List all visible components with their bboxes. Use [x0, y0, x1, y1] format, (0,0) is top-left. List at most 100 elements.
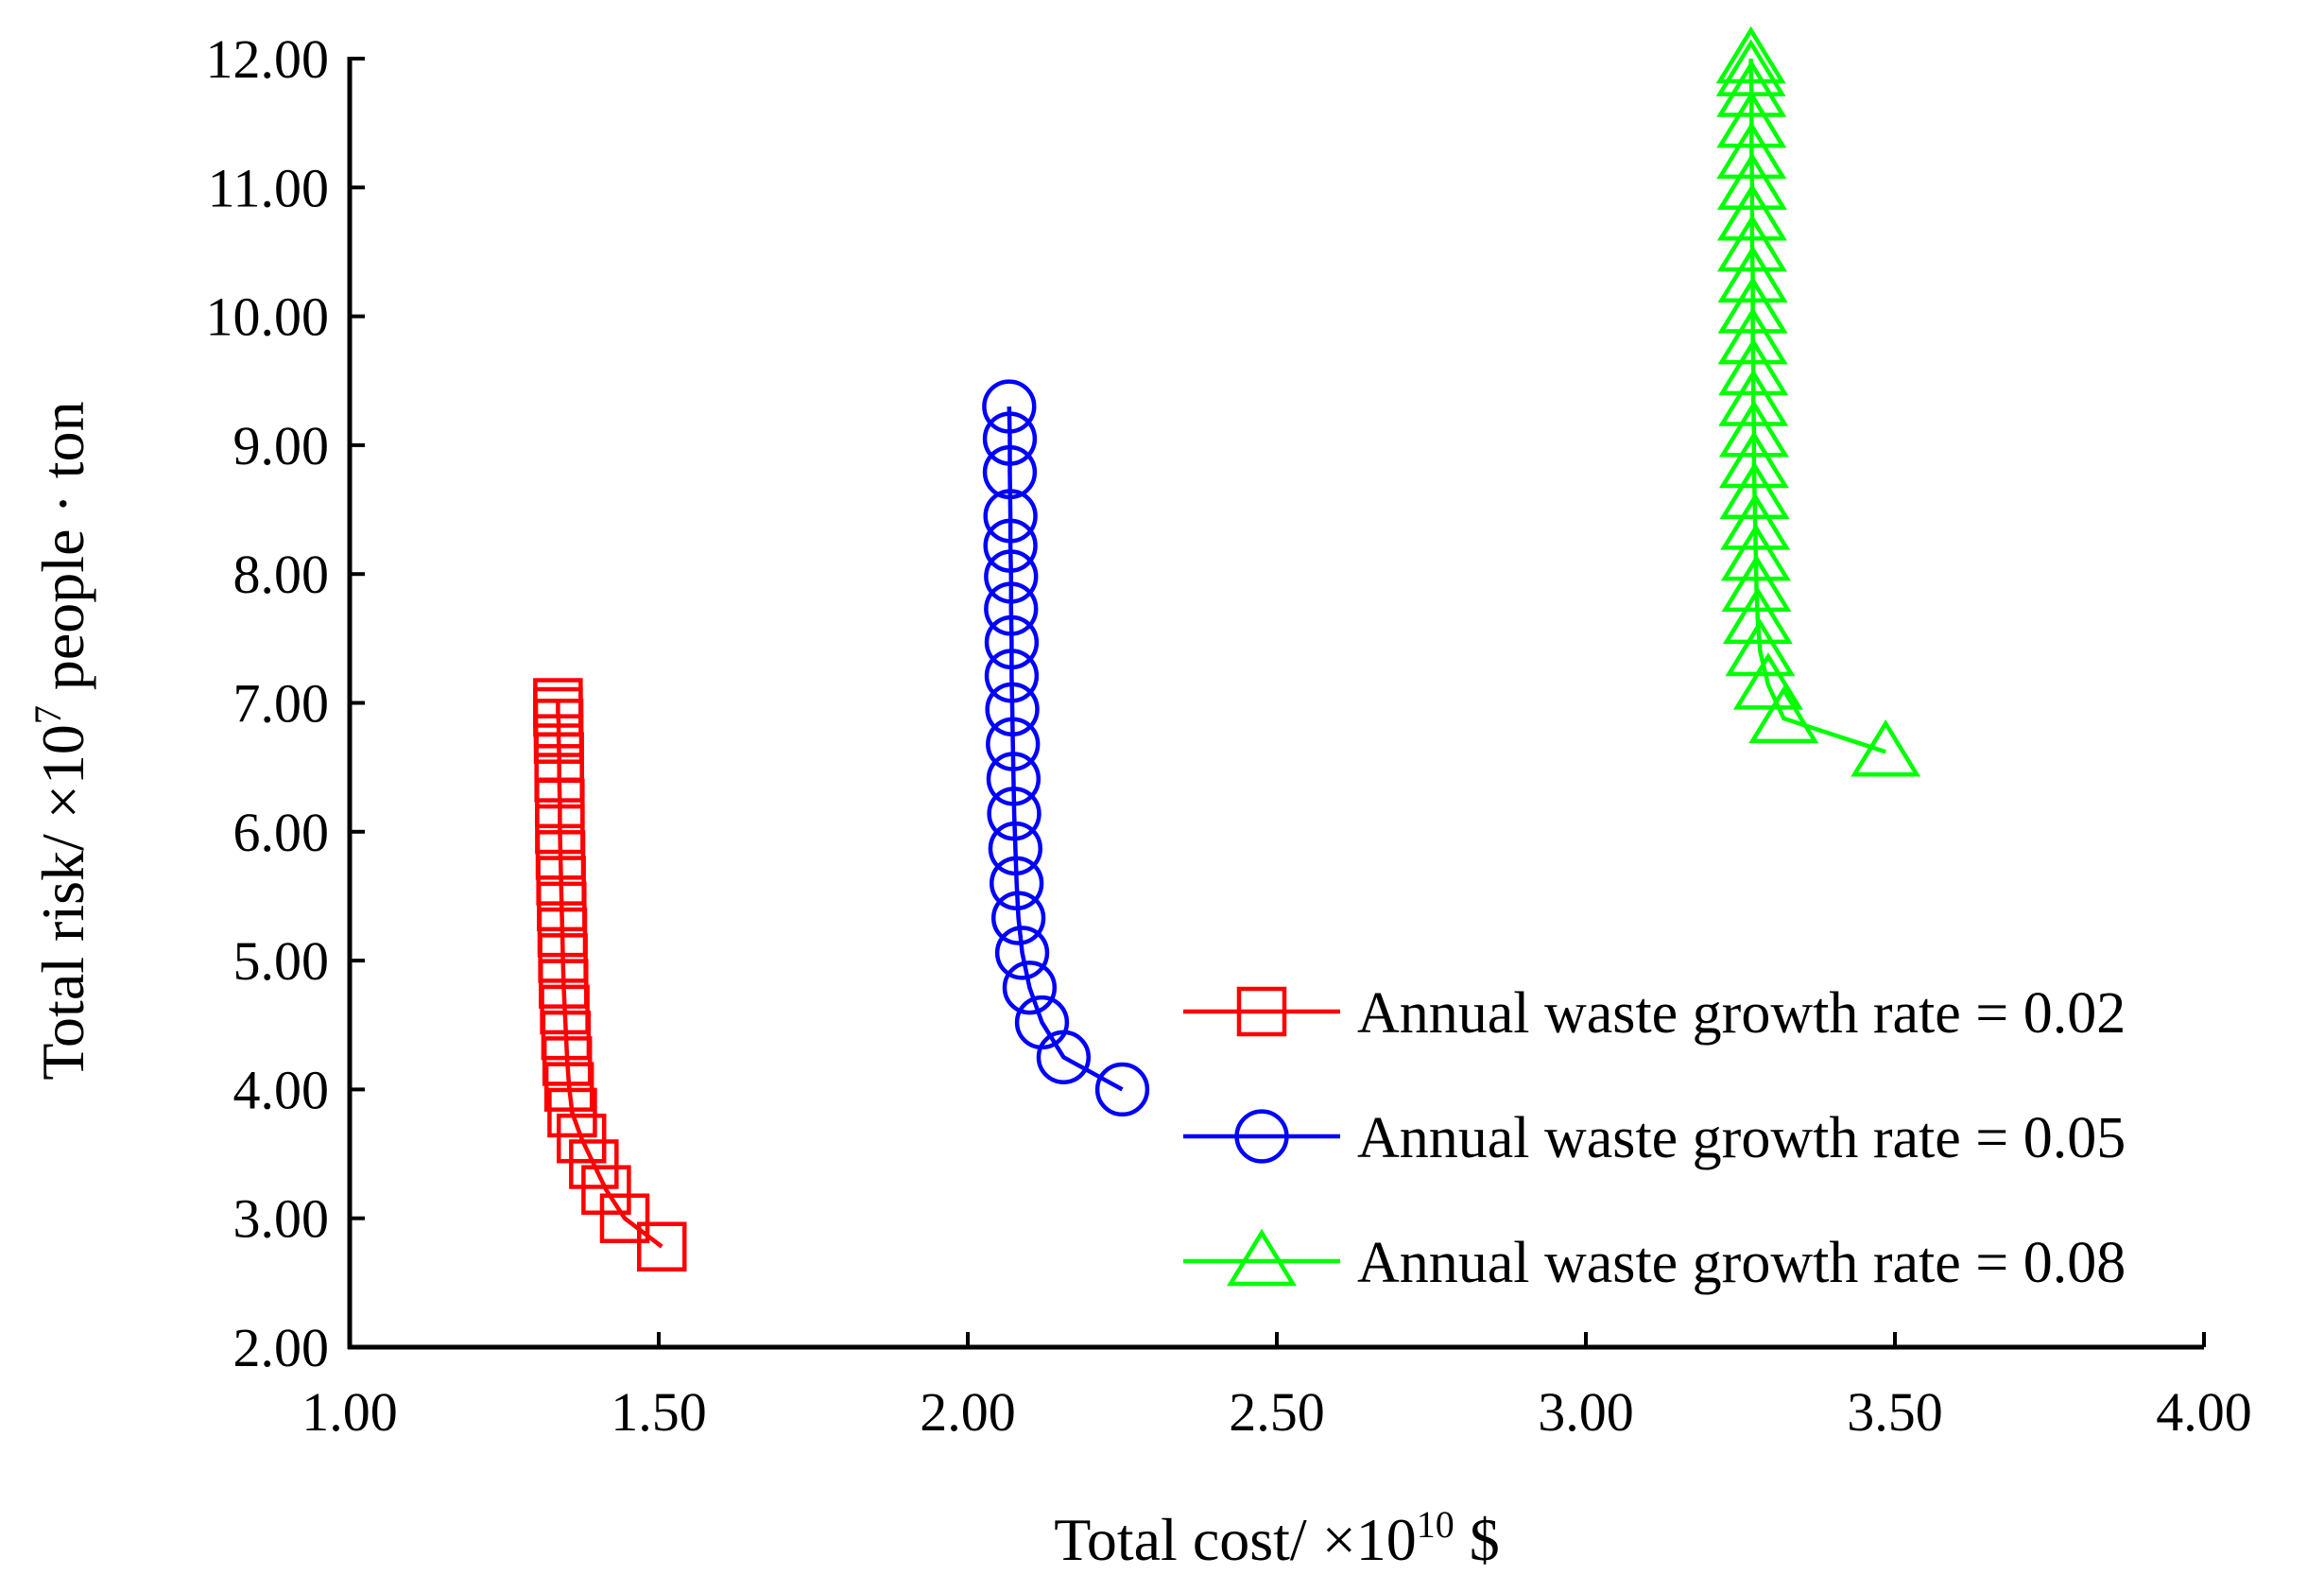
- legend-label: Annual waste growth rate = 0.08: [1357, 1231, 2126, 1295]
- data-point: [982, 411, 1038, 466]
- data-point: [539, 959, 589, 1009]
- legend-item: Annual waste growth rate = 0.02: [1183, 981, 2126, 1046]
- data-point: [547, 1087, 597, 1138]
- data-point: [982, 379, 1037, 434]
- data-point: [1717, 306, 1788, 365]
- data-point: [983, 489, 1038, 544]
- data-point: [535, 804, 585, 855]
- x-tick-label: 4.00: [2156, 1381, 2252, 1443]
- data-point: [1748, 685, 1819, 744]
- data-point: [1716, 60, 1787, 117]
- data-point: [1094, 1062, 1150, 1117]
- y-tick-label: 7.00: [233, 673, 330, 735]
- data-point: [1716, 182, 1787, 241]
- x-axis-title-prefix: Total cost/ ×10: [1054, 1506, 1417, 1573]
- data-point: [1717, 276, 1788, 334]
- y-tick-label: 9.00: [233, 415, 330, 476]
- data-point: [1717, 245, 1788, 303]
- data-point: [1720, 523, 1791, 581]
- x-tick-label: 1.50: [611, 1381, 707, 1443]
- y-tick-label: 4.00: [233, 1059, 330, 1120]
- data-point: [1718, 338, 1789, 396]
- data-point: [557, 1113, 607, 1164]
- data-point: [1716, 121, 1787, 180]
- data-point: [541, 1010, 592, 1061]
- y-tick-label: 11.00: [208, 157, 329, 218]
- data-point: [986, 752, 1041, 806]
- data-point: [1715, 39, 1786, 96]
- legend-marker: [1236, 986, 1287, 1037]
- legend-marker: [1234, 1109, 1289, 1164]
- legend-item: Annual waste growth rate = 0.05: [1183, 1106, 2126, 1170]
- data-point: [1716, 152, 1787, 210]
- data-point: [569, 1139, 619, 1189]
- x-ticks: 1.00 1.50 2.00 2.50 3.00 3.50 4.00: [301, 1332, 2252, 1443]
- data-point: [987, 787, 1041, 841]
- data-point: [1716, 214, 1787, 272]
- data-point: [984, 614, 1040, 670]
- data-point: [1718, 369, 1789, 426]
- data-point: [599, 1193, 650, 1243]
- series-layer: [533, 26, 1921, 1272]
- legend-item: Annual waste growth rate = 0.08: [1183, 1228, 2126, 1295]
- legend-label: Annual waste growth rate = 0.05: [1357, 1106, 2126, 1170]
- data-point: [988, 821, 1043, 876]
- data-point: [1720, 493, 1791, 550]
- data-point: [581, 1165, 631, 1215]
- y-axis-title-suffix: people · ton: [29, 401, 96, 705]
- legend-label: Annual waste growth rate = 0.02: [1357, 981, 2126, 1046]
- data-point: [538, 933, 588, 983]
- data-point: [537, 881, 587, 932]
- data-point: [986, 717, 1041, 771]
- y-tick-label: 5.00: [233, 930, 330, 992]
- x-tick-label: 1.00: [301, 1381, 398, 1443]
- data-point: [542, 1036, 593, 1086]
- data-point: [1715, 26, 1786, 84]
- data-point: [540, 984, 590, 1035]
- data-point: [994, 926, 1050, 980]
- data-point: [1718, 399, 1789, 458]
- data-point: [990, 856, 1044, 910]
- legend-marker: [1226, 1228, 1298, 1287]
- data-point: [537, 907, 588, 958]
- data-point: [533, 678, 583, 728]
- data-point: [1721, 554, 1792, 613]
- data-point: [1732, 652, 1803, 710]
- y-tick-label: 8.00: [233, 544, 330, 605]
- y-tick-label: 6.00: [233, 802, 330, 863]
- series-1: [533, 678, 687, 1272]
- x-axis-title-exponent: 10: [1417, 1503, 1455, 1546]
- x-tick-label: 2.00: [920, 1381, 1016, 1443]
- x-tick-label: 2.50: [1229, 1381, 1325, 1443]
- series-3: [1715, 26, 1921, 777]
- data-point: [535, 830, 586, 880]
- x-tick-label: 3.50: [1847, 1381, 1943, 1443]
- data-point: [1716, 90, 1787, 148]
- y-tick-label: 2.00: [233, 1317, 330, 1378]
- y-ticks: 2.00 3.00 4.00 5.00 6.00 7.00 8.00 9.00 10.00 11.…: [206, 28, 365, 1378]
- y-axis-title-prefix: Total risk/ ×10: [29, 724, 96, 1080]
- data-point: [1014, 995, 1070, 1050]
- data-point: [984, 649, 1040, 703]
- data-point: [1851, 718, 1921, 777]
- x-tick-label: 3.00: [1538, 1381, 1634, 1443]
- data-point: [982, 444, 1038, 500]
- data-point: [984, 581, 1039, 636]
- data-point: [990, 891, 1046, 945]
- data-point: [543, 1062, 594, 1112]
- x-axis-title-suffix: $: [1455, 1506, 1500, 1573]
- data-point: [985, 682, 1040, 736]
- x-axis-title: Total cost/ ×1010 $: [1054, 1503, 1500, 1573]
- y-tick-label: 12.00: [206, 28, 330, 90]
- y-tick-label: 10.00: [206, 286, 330, 348]
- data-point: [536, 856, 586, 906]
- y-axis-title-exponent: 7: [26, 705, 69, 724]
- series-line: [1007, 406, 1124, 1092]
- data-point: [984, 549, 1039, 604]
- series-2: [982, 379, 1150, 1117]
- data-point: [1725, 618, 1796, 677]
- data-point: [983, 518, 1038, 573]
- data-point: [1719, 461, 1790, 519]
- data-point: [637, 1221, 687, 1272]
